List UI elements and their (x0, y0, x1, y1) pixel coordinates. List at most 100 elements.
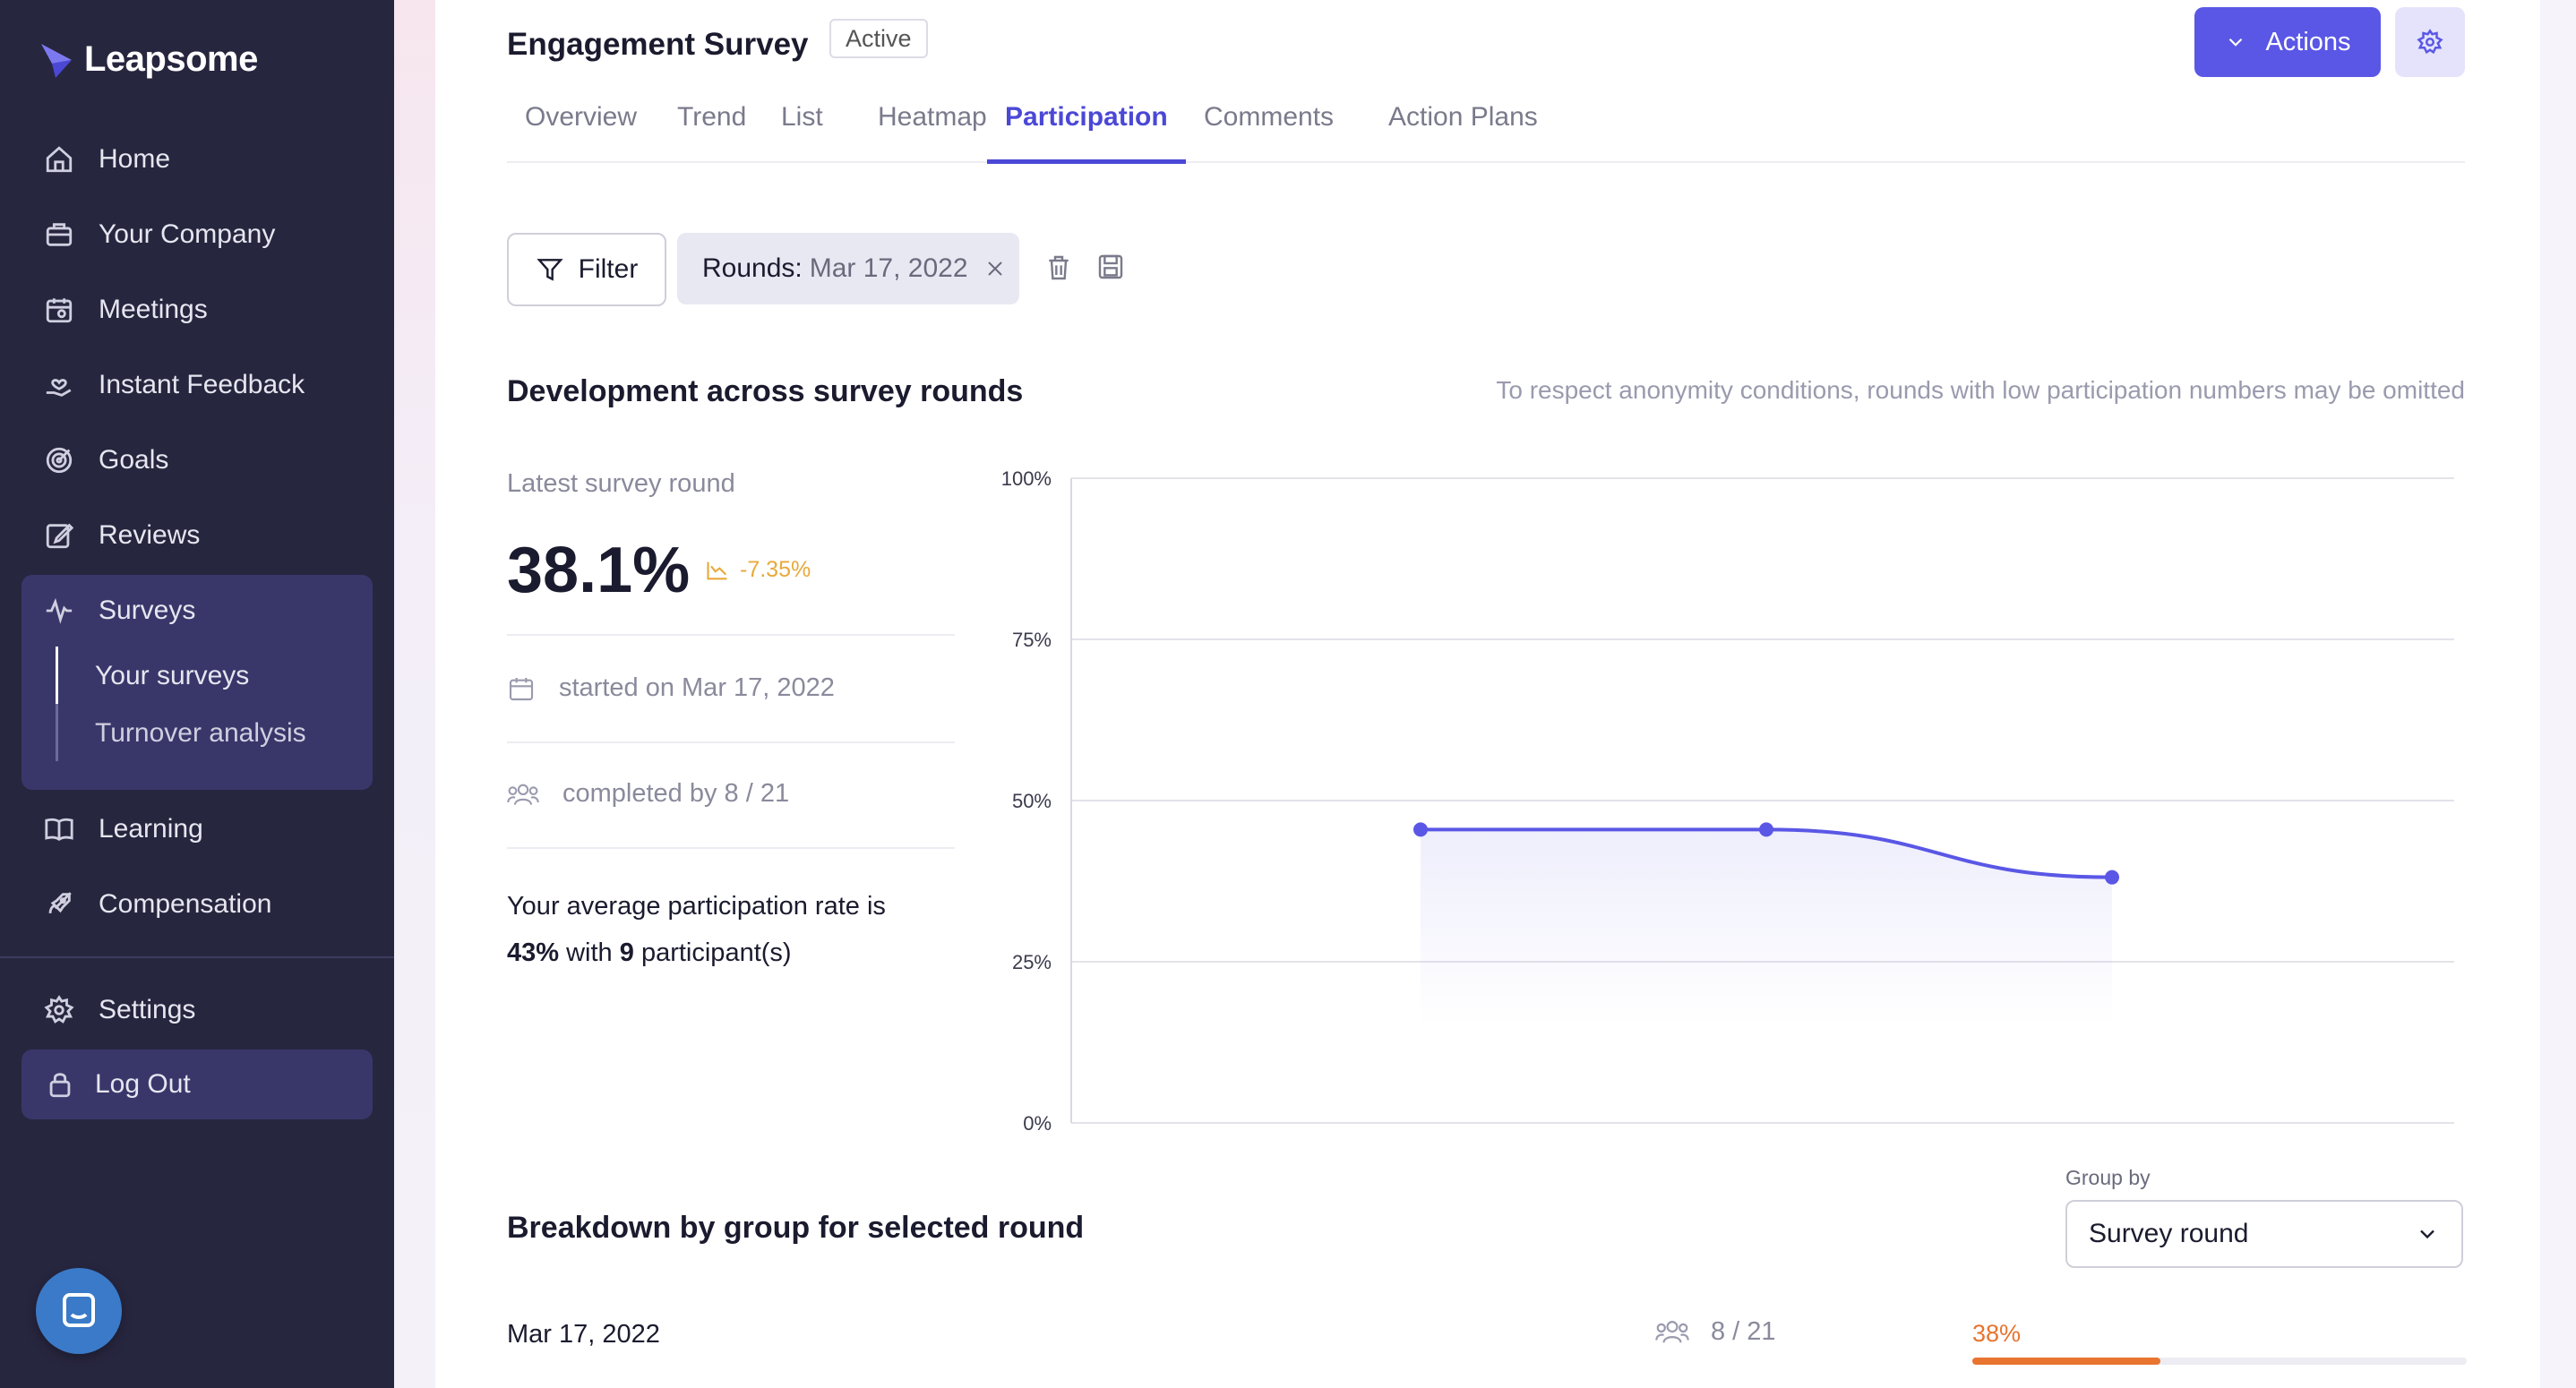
chat-icon (63, 1293, 95, 1327)
tab-overview[interactable]: Overview (525, 102, 638, 132)
sidebar-item-label: Goals (99, 445, 169, 475)
avg-suffix: participant(s) (640, 938, 792, 967)
sidebar-item-label: Compensation (99, 889, 272, 919)
started-text: started on Mar 17, 2022 (559, 673, 835, 702)
sidebar-item-reviews[interactable]: Reviews (21, 501, 373, 570)
chevron-down-icon (2420, 1229, 2434, 1239)
main-panel (435, 0, 2540, 1388)
edit-icon (43, 519, 75, 552)
avg-mid: with (566, 938, 613, 967)
y-tick-label: 50% (1012, 790, 1052, 812)
tab-action-plans[interactable]: Action Plans (1388, 102, 1538, 132)
sidebar-item-settings[interactable]: Settings (21, 976, 373, 1044)
sidebar-item-learning[interactable]: Learning (21, 795, 373, 863)
tab-participation[interactable]: Participation (987, 102, 1186, 164)
divider (507, 847, 955, 849)
y-tick-label: 75% (1012, 629, 1052, 651)
sidebar-item-meetings[interactable]: Meetings (21, 276, 373, 344)
actions-button[interactable]: Actions (2194, 7, 2381, 77)
progress-track (1972, 1358, 2467, 1365)
data-point (1759, 822, 1773, 837)
pulse-icon (43, 595, 75, 627)
breakdown-count-text: 8 / 21 (1711, 1316, 1776, 1346)
trend-down-icon (707, 561, 727, 579)
series-area (1421, 829, 2112, 1026)
started-info: started on Mar 17, 2022 (507, 673, 835, 703)
breakdown-row-label: Mar 17, 2022 (507, 1320, 660, 1349)
actions-label: Actions (2265, 27, 2351, 56)
sidebar-item-label: Reviews (99, 520, 201, 550)
avg-prefix: Your average participation rate is (507, 892, 886, 921)
delta-value: -7.35% (740, 557, 811, 582)
y-tick-label: 0% (1023, 1112, 1052, 1135)
tab-trend[interactable]: Trend (677, 102, 747, 132)
divider (507, 634, 955, 636)
tab-bar: Overview Trend List Heatmap Participatio… (507, 90, 2465, 164)
briefcase-icon (43, 218, 75, 251)
breakdown-heading: Breakdown by group for selected round (507, 1211, 1085, 1245)
survey-settings-button[interactable] (2395, 7, 2465, 77)
sidebar-subitem-your-surveys[interactable]: Your surveys (95, 661, 250, 690)
filter-button[interactable]: Filter (507, 233, 666, 306)
divider (507, 741, 955, 743)
book-icon (43, 813, 75, 845)
tab-comments[interactable]: Comments (1204, 102, 1335, 132)
sidebar-item-label: Settings (99, 995, 196, 1024)
gear-icon (43, 994, 75, 1026)
save-icon[interactable] (1096, 253, 1125, 281)
sidebar-item-home[interactable]: Home (21, 125, 373, 193)
sidebar-item-surveys[interactable]: Surveys (21, 577, 373, 645)
background-right (2540, 0, 2576, 1388)
sidebar-item-label: Surveys (99, 595, 196, 625)
leapsome-logo-icon (41, 43, 72, 78)
hand-heart-icon (43, 369, 75, 401)
sidebar-item-label: Learning (99, 814, 203, 844)
sidebar-item-instant-feedback[interactable]: Instant Feedback (21, 351, 373, 419)
sidebar-item-label: Meetings (99, 295, 208, 324)
avg-count: 9 (619, 938, 634, 967)
data-point (2105, 870, 2119, 885)
group-by-value: Survey round (2089, 1219, 2249, 1248)
logout-button[interactable]: Log Out (21, 1050, 373, 1119)
close-icon[interactable] (984, 258, 1006, 279)
background-gradient (394, 0, 435, 1388)
sidebar-item-label: Your Company (99, 219, 276, 249)
filter-label: Filter (578, 254, 639, 284)
filter-icon (537, 259, 563, 281)
target-icon (43, 444, 75, 476)
logout-label: Log Out (95, 1069, 191, 1099)
sidebar-divider (0, 956, 394, 958)
group-by-select[interactable]: Survey round (2065, 1200, 2463, 1268)
surveys-group (21, 575, 373, 790)
average-participation: Your average participation rate is 43% w… (507, 883, 973, 976)
breakdown-row-count: 8 / 21 (1655, 1316, 1776, 1347)
status-badge: Active (829, 19, 928, 58)
calendar-icon (509, 677, 534, 700)
rounds-filter-chip[interactable]: Rounds: Mar 17, 2022 (677, 233, 1019, 304)
tab-list[interactable]: List (781, 102, 823, 132)
avg-rate: 43% (507, 938, 560, 967)
delta-badge: -7.35% (704, 557, 811, 583)
calendar-icon (43, 294, 75, 326)
brand-logo[interactable]: Leapsome (39, 39, 258, 80)
progress-fill (1972, 1358, 2160, 1365)
people-icon (507, 784, 539, 805)
sidebar-subitem-turnover-analysis[interactable]: Turnover analysis (95, 718, 306, 748)
trash-icon[interactable] (1044, 253, 1073, 283)
chat-support-button[interactable] (36, 1268, 122, 1354)
sidebar-item-label: Home (99, 144, 171, 174)
anonymity-note: To respect anonymity conditions, rounds … (1496, 376, 2465, 404)
data-point (1413, 822, 1428, 837)
sidebar-item-compensation[interactable]: Compensation (21, 870, 373, 938)
chip-value: Mar 17, 2022 (809, 253, 968, 283)
subnav-line (56, 704, 58, 761)
breakdown-row-percent: 38% (1972, 1320, 2022, 1347)
rocket-icon (43, 888, 75, 921)
sidebar-item-your-company[interactable]: Your Company (21, 201, 373, 269)
sidebar-item-goals[interactable]: Goals (21, 426, 373, 494)
group-by-label: Group by (2065, 1166, 2151, 1189)
latest-round-label: Latest survey round (507, 469, 735, 498)
completed-info: completed by 8 / 21 (507, 779, 789, 809)
tab-heatmap[interactable]: Heatmap (878, 102, 987, 132)
home-icon (43, 143, 75, 176)
